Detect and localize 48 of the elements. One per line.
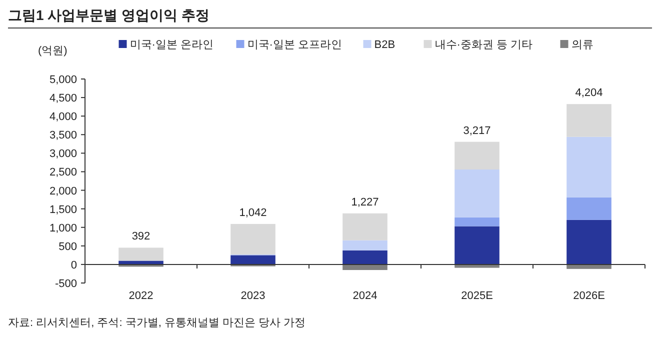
y-tick-label: 1,000	[49, 222, 77, 234]
chart-title: 그림1 사업부문별 영업이익 추정	[8, 7, 210, 23]
y-tick-label: 1,500	[49, 204, 77, 216]
bar	[454, 142, 500, 170]
bar	[566, 264, 612, 269]
x-tick-label: 2024	[352, 290, 378, 302]
bar	[566, 220, 612, 264]
legend-label: 미국·일본 오프라인	[247, 39, 342, 51]
bar	[454, 264, 500, 268]
bar	[118, 248, 164, 261]
total-label: 3,217	[463, 124, 491, 137]
y-axis-title: (억원)	[38, 45, 68, 57]
y-tick-label: 5,000	[49, 74, 77, 86]
text: 자료: 리서치센터, 주석: 국가별, 유통채널별 마진은 당사 가정	[8, 317, 306, 329]
total-label: 1,227	[351, 196, 379, 208]
legend-label: 미국·일본 온라인	[130, 39, 214, 51]
bar	[566, 197, 612, 220]
bar	[230, 224, 276, 254]
total-label: 1,042	[239, 206, 267, 219]
bar	[342, 250, 388, 264]
y-tick-label: 3,500	[49, 130, 77, 142]
bar	[230, 255, 276, 264]
bar	[454, 217, 500, 226]
bar	[342, 264, 388, 270]
y-tick-label: 2,000	[49, 185, 77, 198]
bar	[342, 213, 388, 240]
bar	[454, 226, 500, 264]
y-tick-label: -500	[54, 278, 77, 290]
legend-label: 의류	[571, 39, 594, 51]
y-tick-label: 2,500	[49, 166, 77, 179]
bar	[566, 104, 612, 137]
x-tick-label: 2026E	[573, 290, 605, 302]
bar	[454, 170, 500, 218]
x-tick-label: 2022	[128, 290, 154, 302]
y-tick-label: 4,000	[49, 111, 77, 124]
bar	[566, 136, 612, 198]
total-label: 392	[132, 230, 150, 243]
total-label: 4,204	[575, 87, 603, 100]
legend-label: B2B	[374, 39, 396, 51]
y-tick-label: 500	[58, 240, 77, 253]
y-tick-label: 4,500	[49, 92, 77, 105]
bar	[118, 260, 164, 264]
x-tick-label: 2023	[240, 290, 266, 302]
y-tick-label: 3,000	[49, 148, 77, 160]
legend-label: 내수·중화권 등 기타	[434, 39, 533, 51]
bar	[342, 240, 388, 250]
x-tick-label: 2025E	[461, 290, 493, 302]
y-tick-label: 0	[70, 259, 77, 272]
